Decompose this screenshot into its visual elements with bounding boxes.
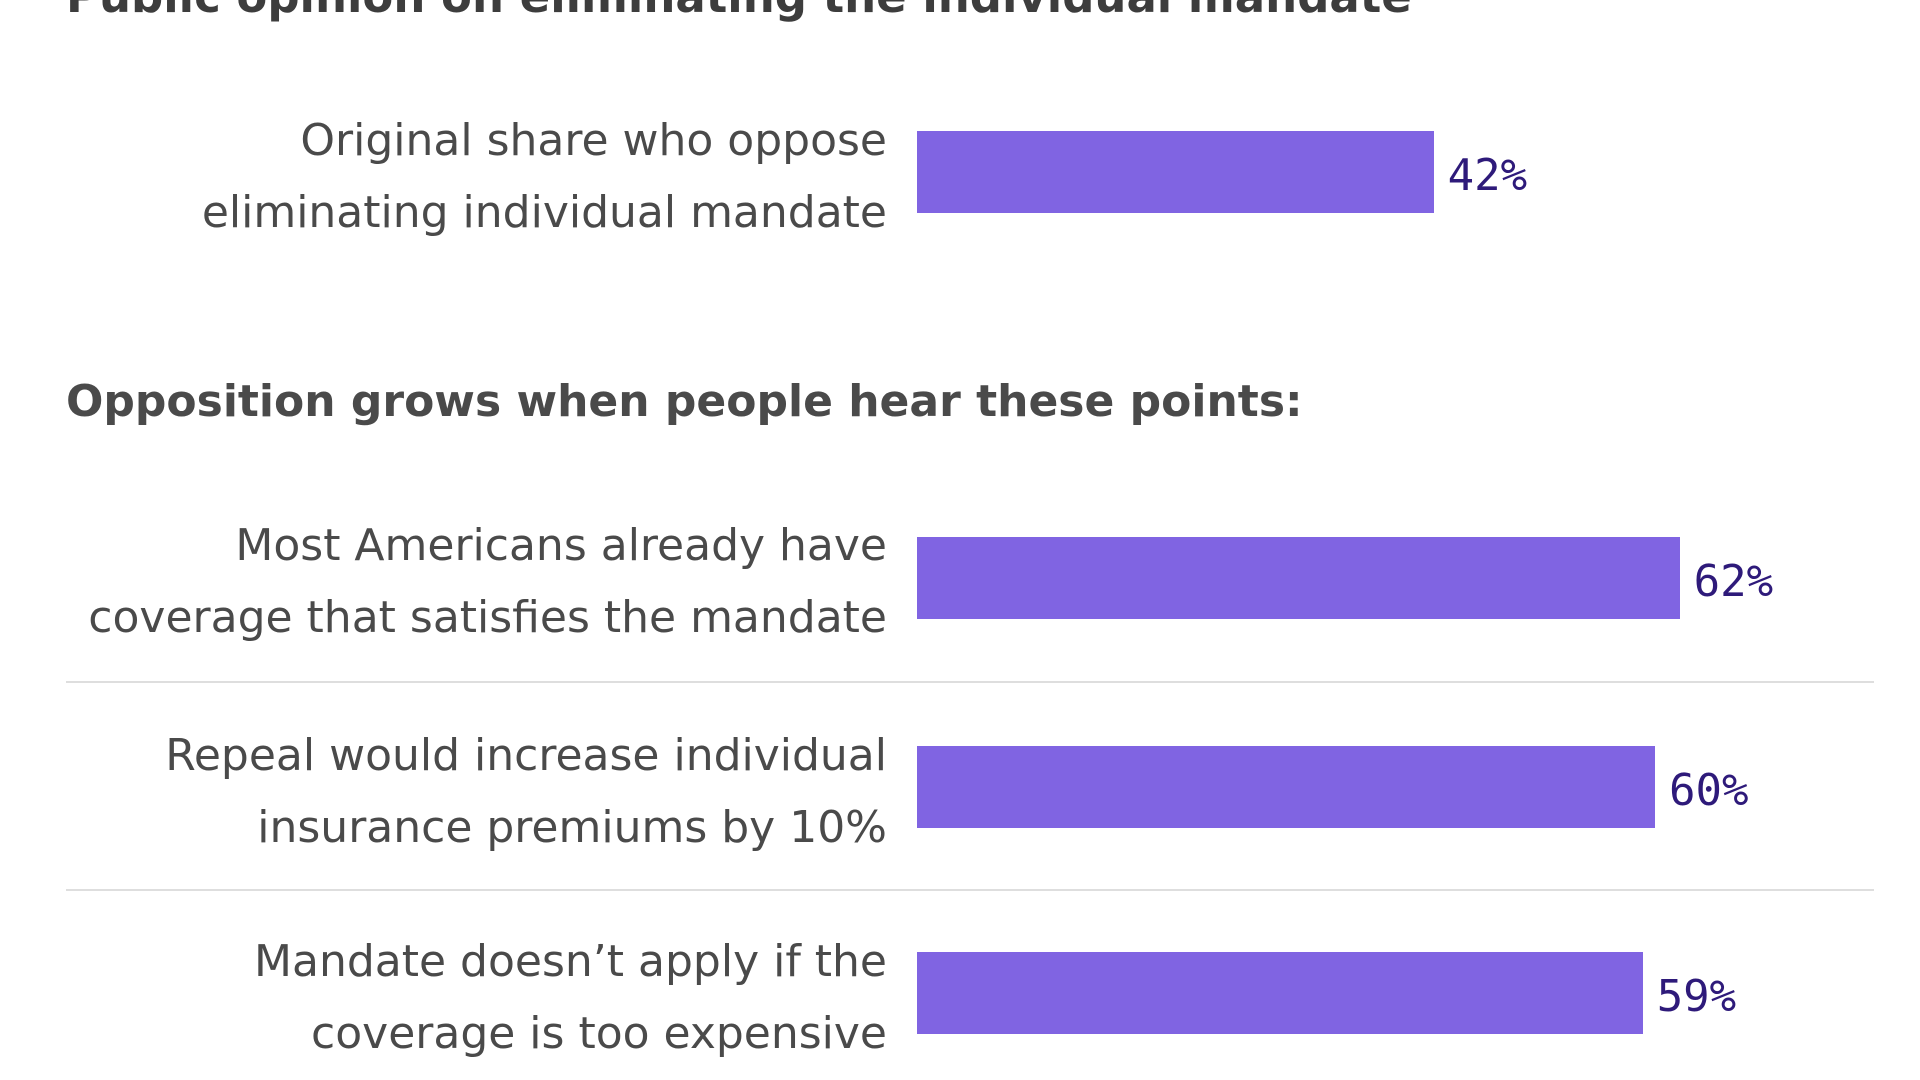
bar-value-label: 60% <box>1669 765 1749 816</box>
bar-label: Mandate doesn’t apply if the coverage is… <box>254 936 887 1059</box>
bar-value-label: 59% <box>1656 971 1737 1022</box>
bar-coverage-satisfies <box>917 537 1680 619</box>
bar-premiums-increase <box>917 746 1655 828</box>
bar-label: Original share who oppose eliminating in… <box>201 115 887 238</box>
chart-title: Public opinion on eliminating the indivi… <box>66 0 1412 19</box>
bar-label: Repeal would increase individual insuran… <box>165 730 887 853</box>
bar-original-oppose <box>917 131 1434 213</box>
section-heading: Opposition grows when people hear these … <box>66 376 1303 427</box>
bar-too-expensive <box>917 952 1643 1034</box>
bar-label: Most Americans already have coverage tha… <box>88 520 887 643</box>
bar-value-label: 62% <box>1693 556 1774 607</box>
row-divider <box>66 681 1874 683</box>
row-divider <box>66 889 1874 891</box>
bar-value-label: 42% <box>1447 150 1528 201</box>
